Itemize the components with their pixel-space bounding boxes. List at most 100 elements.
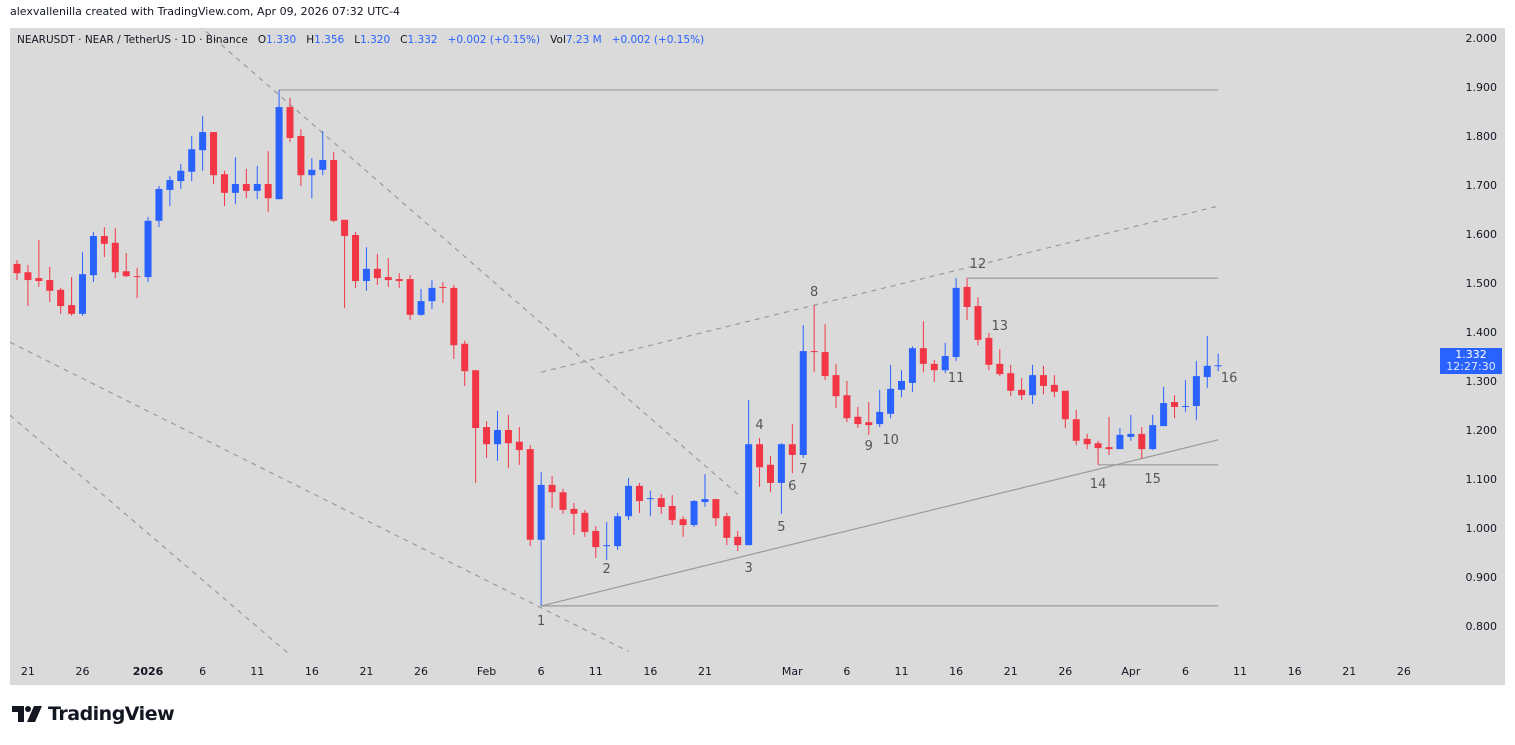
chart-pane[interactable] [10, 28, 1505, 685]
candle [1029, 364, 1037, 405]
wave-label-11: 11 [948, 371, 965, 386]
candle [504, 414, 512, 469]
wave-label-16: 16 [1221, 371, 1238, 386]
candle [854, 406, 862, 429]
candle-body [111, 242, 119, 273]
candle [384, 258, 392, 287]
price-tick-label: 0.800 [1466, 620, 1498, 633]
price-tick-label: 1.500 [1466, 277, 1498, 290]
time-tick-label: 6 [843, 665, 850, 678]
candle [712, 499, 720, 527]
trend-line [10, 414, 291, 656]
candle [821, 324, 829, 381]
volume-change-value: +0.002 (+0.15%) [611, 34, 705, 46]
wave-label-15: 15 [1144, 472, 1161, 487]
candle-body [745, 444, 753, 546]
candle [974, 297, 982, 346]
candle [887, 364, 895, 419]
candle-body [199, 132, 207, 151]
candle [428, 280, 436, 309]
price-axis[interactable]: 2.000 1.900 1.800 1.700 1.600 1.500 1.400 1.300… [1466, 32, 1498, 633]
candle-body [1061, 390, 1069, 420]
candle [362, 247, 370, 291]
candle-body [756, 444, 764, 468]
candle [275, 89, 283, 200]
candle [220, 170, 228, 207]
candle [941, 342, 949, 374]
candle-body [570, 508, 578, 514]
candle-body [1094, 443, 1102, 449]
candle [406, 275, 414, 321]
open-label: O [257, 34, 267, 46]
candle [515, 427, 523, 465]
candle-body [308, 169, 316, 176]
time-tick-label: 11 [589, 665, 603, 678]
candle-body [614, 516, 622, 547]
candle-body [526, 449, 534, 540]
trend-line [201, 28, 739, 495]
price-tick-label: 2.000 [1466, 32, 1498, 45]
time-tick-label: 26 [76, 665, 90, 678]
candle-body [1083, 438, 1091, 445]
symbol-info[interactable]: NEARUSDT · NEAR / TetherUS · 1D · Binanc… [17, 34, 248, 46]
candle [297, 129, 305, 186]
time-axis[interactable]: 21 26 2026 6 11 16 21 26 Feb 6 11 16 21 Mar 6 11 16 21 26 A… [21, 665, 1411, 678]
candle-body [854, 416, 862, 425]
time-tick-label: 26 [1058, 665, 1072, 678]
candle-body [384, 277, 392, 281]
candle [1149, 414, 1157, 451]
time-tick-label: 6 [1182, 665, 1189, 678]
candle-body [395, 279, 403, 282]
candle [537, 472, 545, 606]
wave-label-8: 8 [810, 285, 818, 300]
candle-body [1138, 433, 1146, 450]
candle-body [89, 235, 97, 276]
candle [373, 254, 381, 285]
candle [635, 482, 643, 513]
candle [253, 165, 261, 200]
candle-body [155, 188, 163, 221]
candle [996, 349, 1004, 377]
candle [701, 474, 709, 507]
candle [1138, 427, 1146, 459]
candle-body [144, 220, 152, 278]
candle-body [788, 444, 796, 455]
candle [144, 216, 152, 283]
candle-body [253, 184, 261, 191]
candle-body [417, 301, 425, 315]
time-tick-label: 21 [1004, 665, 1018, 678]
candle [603, 522, 611, 560]
candle [100, 227, 108, 258]
tradingview-logo-text: TradingView [48, 703, 175, 725]
bar-countdown: 12:27:30 [1446, 360, 1496, 373]
candle-body [963, 286, 971, 308]
time-tick-label: 11 [1233, 665, 1247, 678]
wave-label-12: 12 [970, 257, 987, 272]
candle-body [133, 276, 141, 278]
candle-body [679, 519, 687, 526]
candle [242, 168, 250, 199]
candle [690, 500, 698, 528]
trend-line [10, 341, 629, 653]
high-label: H [306, 34, 315, 46]
trend-line [541, 205, 1219, 373]
price-tick-label: 1.700 [1466, 179, 1498, 192]
candle [472, 370, 480, 483]
candle-body [1149, 425, 1157, 450]
close-value: 1.332 [407, 34, 438, 46]
tradingview-logo[interactable]: TradingView [12, 703, 175, 725]
candle-body [472, 370, 480, 429]
candle [799, 325, 807, 458]
candle [13, 259, 21, 281]
candle-body [1171, 402, 1179, 407]
candle [1039, 365, 1047, 395]
candle [788, 424, 796, 474]
candle [439, 282, 447, 304]
price-tick-label: 1.300 [1466, 375, 1498, 388]
time-tick-label: 11 [895, 665, 909, 678]
time-tick-label: 6 [199, 665, 206, 678]
candle [493, 410, 501, 461]
time-tick-label: Mar [782, 665, 803, 678]
wave-label-9: 9 [865, 439, 873, 454]
